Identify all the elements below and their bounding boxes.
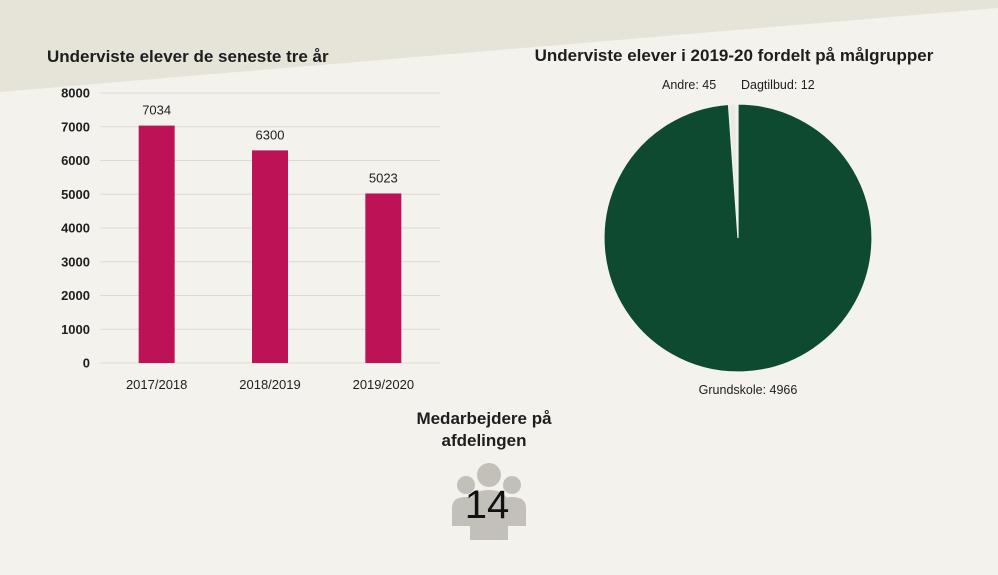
bar-chart-title: Underviste elever de seneste tre år: [47, 47, 329, 66]
staff-title-line2: afdelingen: [441, 431, 526, 450]
y-tick-label: 2000: [61, 288, 90, 303]
staff-block: Medarbejdere på afdelingen 14: [416, 409, 552, 540]
staff-title-line1: Medarbejdere på: [416, 409, 552, 428]
y-tick-label: 1000: [61, 322, 90, 337]
bar-data-label: 5023: [369, 170, 398, 185]
y-tick-label: 3000: [61, 254, 90, 269]
pie-chart: Underviste elever i 2019-20 fordelt på m…: [535, 46, 934, 397]
x-category-label: 2017/2018: [126, 377, 187, 392]
bar: [365, 193, 402, 363]
people-group-icon: [452, 463, 526, 540]
bar: [252, 150, 288, 363]
y-tick-label: 6000: [61, 153, 90, 168]
bar-chart: Underviste elever de seneste tre år 0 100…: [47, 47, 440, 392]
bar-data-label: 6300: [256, 127, 285, 142]
y-tick-label: 5000: [61, 187, 90, 202]
pie-slice-grundskole: [603, 103, 873, 373]
pie-chart-slices: [603, 103, 873, 373]
pie-label-grundskole: Grundskole: 4966: [699, 383, 798, 397]
bar-chart-bars: 7034 6300 5023: [138, 103, 402, 363]
bar-chart-y-axis: 0 1000 2000 3000 4000 5000 6000 7000 8000: [61, 86, 90, 371]
x-category-label: 2019/2020: [353, 377, 414, 392]
x-category-label: 2018/2019: [239, 377, 300, 392]
bar-data-label: 7034: [142, 103, 171, 118]
y-tick-label: 4000: [61, 221, 90, 236]
header-banner: [0, 0, 998, 92]
y-tick-label: 0: [83, 356, 90, 371]
pie-chart-title: Underviste elever i 2019-20 fordelt på m…: [535, 46, 934, 65]
staff-count: 14: [465, 483, 510, 527]
y-tick-label: 7000: [61, 119, 90, 134]
bar-chart-x-axis: 2017/2018 2018/2019 2019/2020: [126, 377, 414, 392]
pie-label-andre: Andre: 45: [662, 78, 716, 92]
y-tick-label: 8000: [61, 86, 90, 101]
bar: [138, 125, 175, 363]
pie-label-dagtilbud: Dagtilbud: 12: [741, 78, 815, 92]
